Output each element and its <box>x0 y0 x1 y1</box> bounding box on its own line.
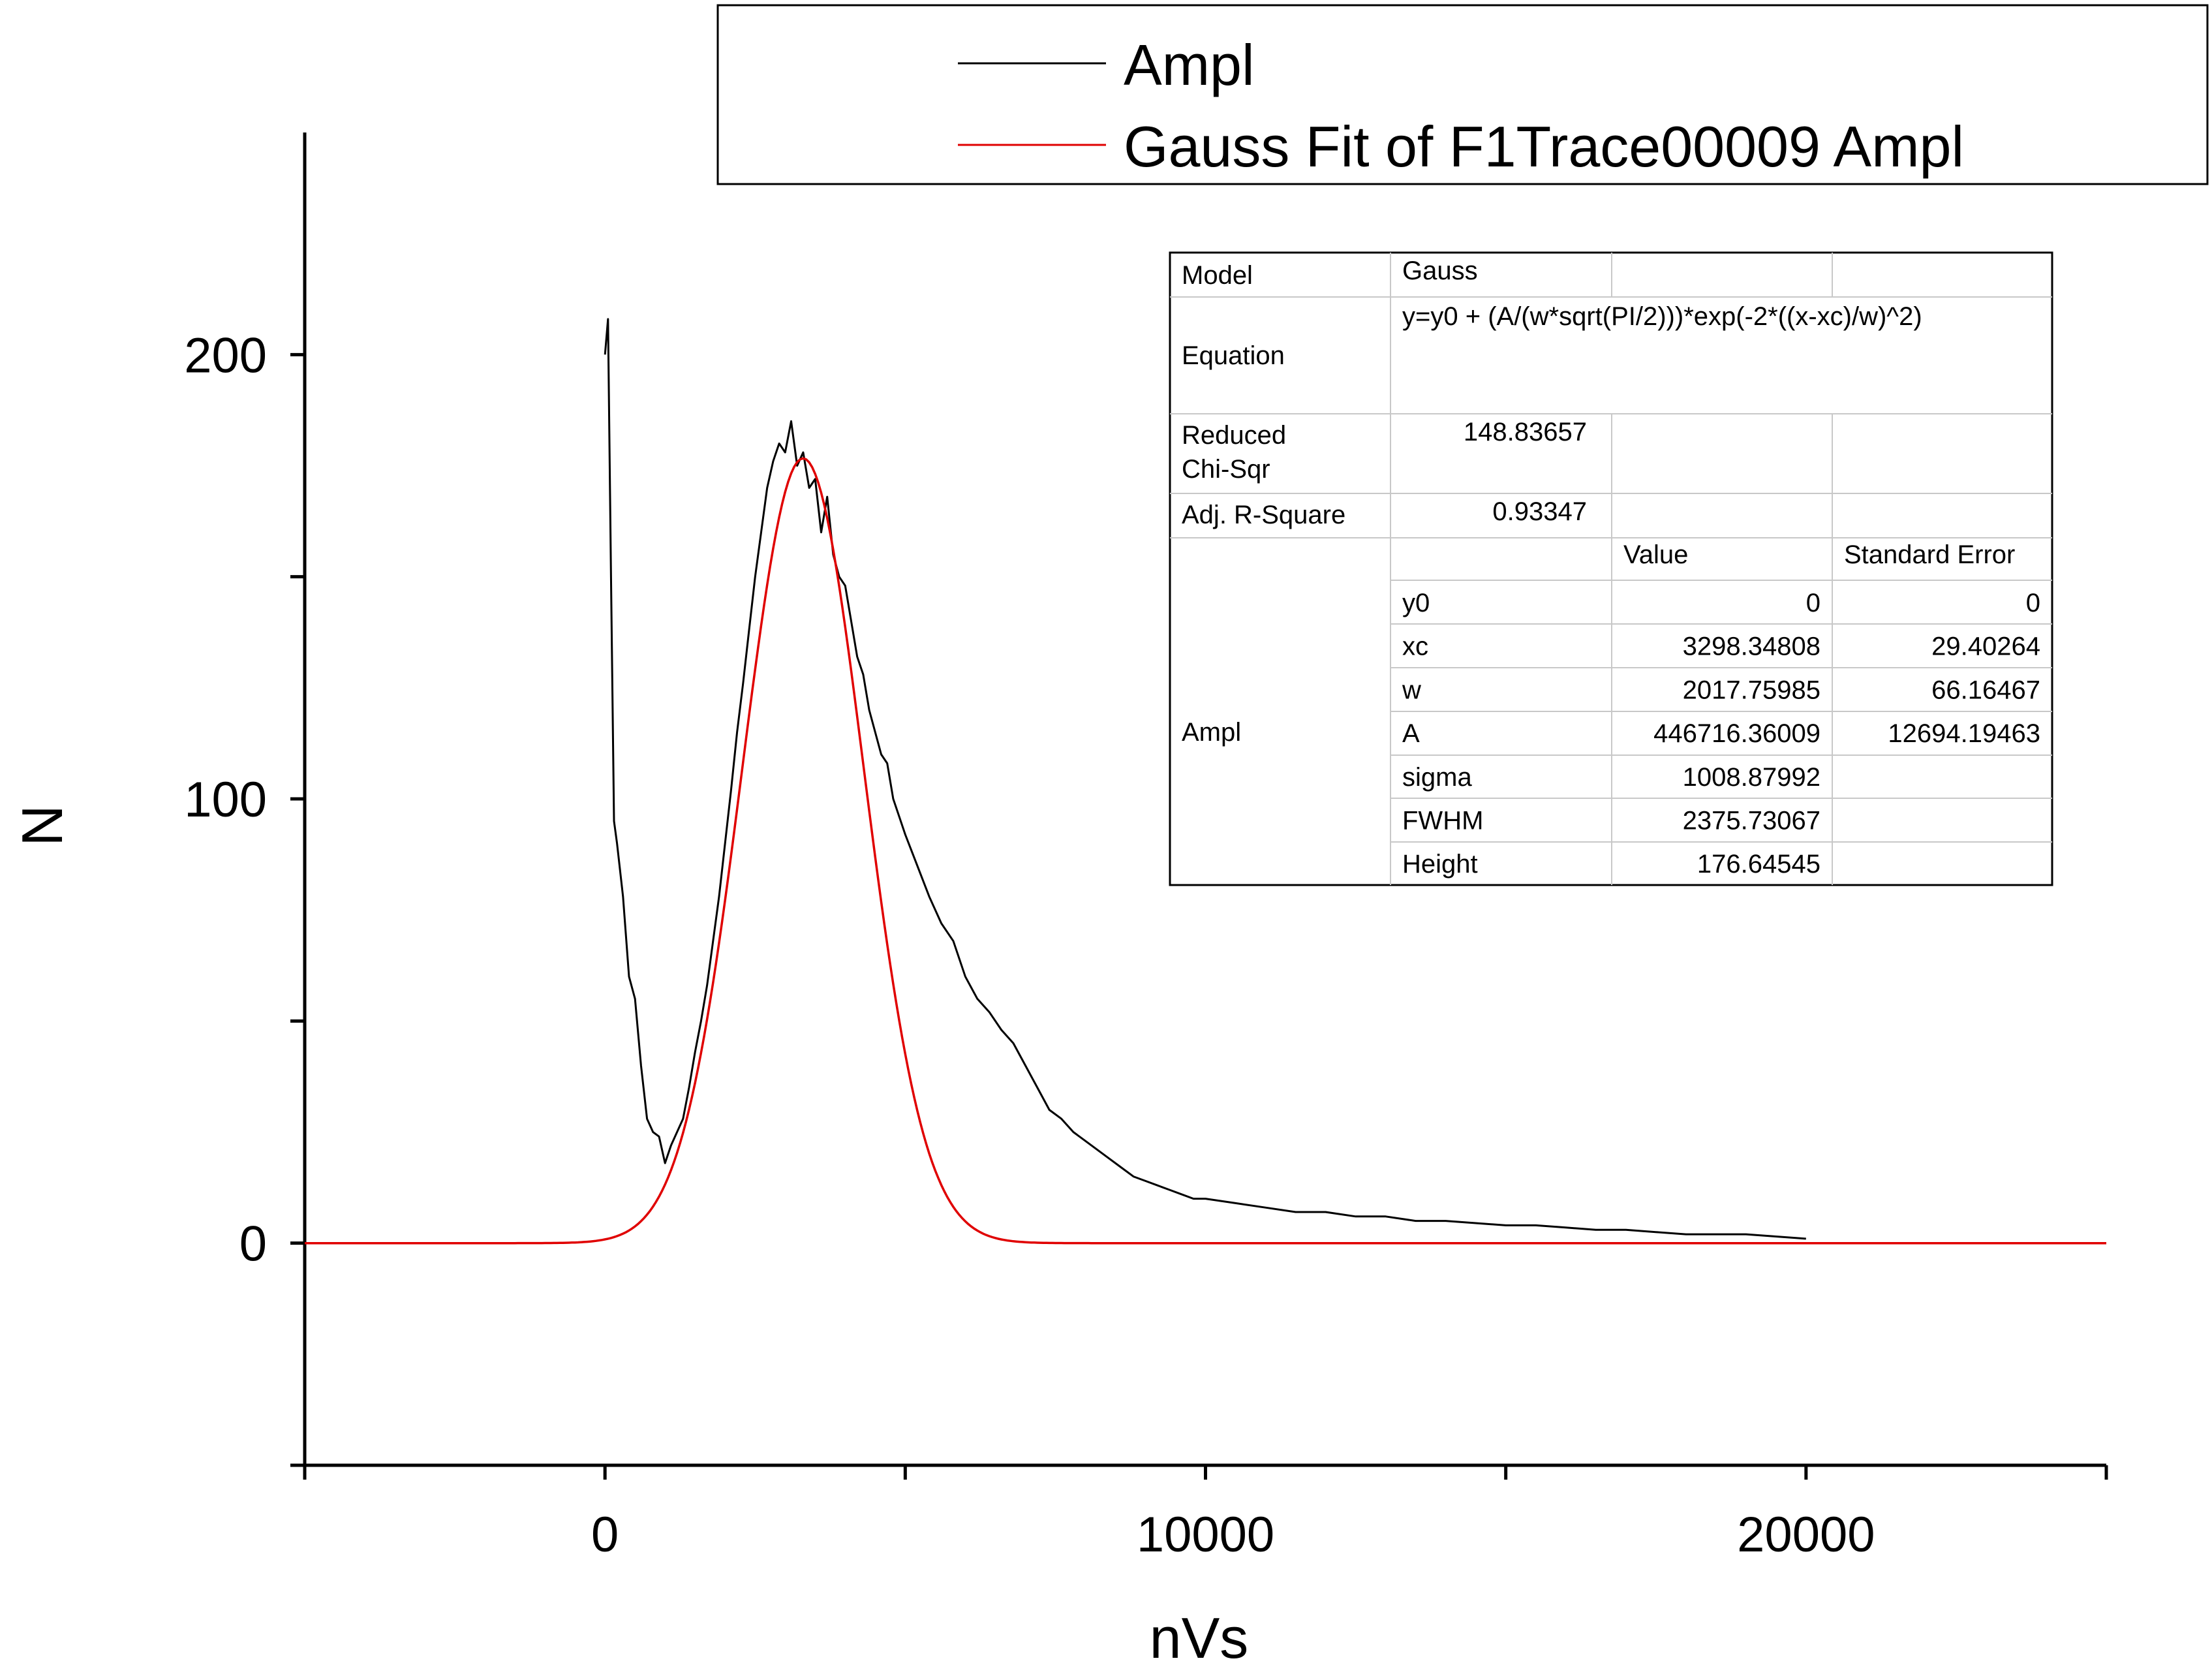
table-cell: Model <box>1182 261 1253 290</box>
table-cell: Value <box>1623 540 1688 569</box>
axes: 0 100 200 0 10000 20000 nVs N <box>10 132 2108 1670</box>
results-table: Model Gauss Equation y=y0 + (A/(w*sqrt(PI/2… <box>1169 251 2053 886</box>
table-value-cell: 0 <box>1806 589 1820 617</box>
table-param-cell: w <box>1402 676 1421 704</box>
table-cell: Standard Error <box>1844 540 2015 569</box>
legend-entry-1: Gauss Fit of F1Trace00009 Ampl <box>1124 114 1964 179</box>
table-value-cell: 3298.34808 <box>1683 632 1820 661</box>
y-tick-label: 200 <box>184 328 267 383</box>
y-tick-label: 100 <box>184 772 267 828</box>
table-value-cell: 176.64545 <box>1697 850 1820 879</box>
table-value-cell: 2375.73067 <box>1683 807 1820 835</box>
table-cell: y=y0 + (A/(w*sqrt(PI/2)))*exp(-2*((x-xc)… <box>1402 302 1922 331</box>
series-ampl-line <box>604 318 1806 1240</box>
table-cell: Ampl <box>1182 718 1241 747</box>
y-tick-label: 0 <box>239 1217 267 1272</box>
table-value-cell: 1008.87992 <box>1683 763 1820 792</box>
series-layer <box>305 318 2106 1245</box>
legend-box <box>716 4 2209 185</box>
table-cell: 148.83657 <box>1464 418 1587 446</box>
legend: Ampl Gauss Fit of F1Trace00009 Ampl <box>716 4 2209 185</box>
table-param-cell: sigma <box>1402 763 1472 792</box>
series-gauss-fit-line <box>305 457 2106 1245</box>
table-param-cell: y0 <box>1402 589 1430 617</box>
x-tick-label: 20000 <box>1737 1507 1875 1563</box>
table-error-cell: 66.16467 <box>1931 676 2040 704</box>
table-error-cell: 12694.19463 <box>1888 719 2040 748</box>
table-cell: Gauss <box>1402 257 1478 285</box>
y-axis-title: N <box>10 805 74 847</box>
table-error-cell: 29.40264 <box>1931 632 2040 661</box>
table-value-cell: 446716.36009 <box>1653 719 1820 748</box>
table-cell: Reduced <box>1182 421 1286 450</box>
table-param-cell: A <box>1402 719 1420 748</box>
legend-entry-0: Ampl <box>1124 33 1255 97</box>
table-cell: 0.93347 <box>1492 497 1587 526</box>
table-param-cell: xc <box>1402 632 1428 661</box>
table-cell: Chi-Sqr <box>1182 455 1270 484</box>
x-tick-label: 0 <box>591 1507 619 1563</box>
table-error-cell: 0 <box>2026 589 2040 617</box>
table-value-cell: 2017.75985 <box>1683 676 1820 704</box>
table-param-cell: FWHM <box>1402 807 1483 835</box>
table-param-cell: Height <box>1402 850 1478 879</box>
x-axis-title: nVs <box>1150 1606 1249 1670</box>
table-cell: Adj. R-Square <box>1182 501 1345 529</box>
table-cell: Equation <box>1182 341 1285 370</box>
x-tick-label: 10000 <box>1137 1507 1274 1563</box>
